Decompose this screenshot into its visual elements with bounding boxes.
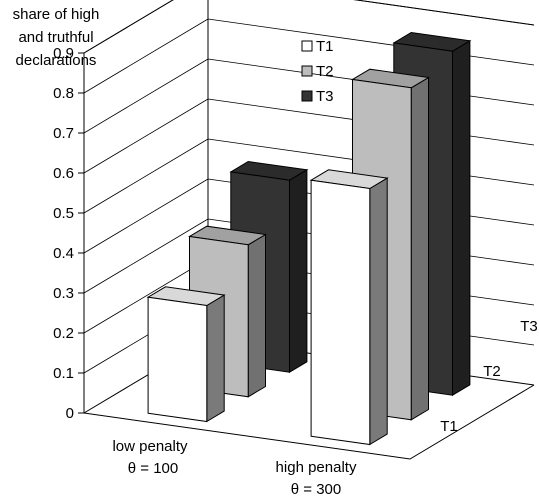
y-axis-label-line-3: declarations bbox=[16, 52, 97, 69]
bar-t2-cat2-side bbox=[410, 76, 429, 421]
gridline-back-wall bbox=[207, 18, 535, 66]
y-tick-label: 0.9 bbox=[53, 45, 74, 62]
y-tick-label: 0.3 bbox=[53, 285, 74, 302]
labels: share of high and truthful declarations … bbox=[13, 6, 538, 498]
y-axis-label-line-2: and truthful bbox=[18, 29, 93, 46]
gridline-left-wall bbox=[83, 58, 209, 134]
bar-t3-cat1-side bbox=[289, 168, 308, 374]
y-tick-label: 0.5 bbox=[53, 205, 74, 222]
y-tick-label: 0.4 bbox=[53, 245, 74, 262]
legend: T1 T2 T3 bbox=[301, 38, 334, 105]
category-label-low-penalty: low penalty bbox=[112, 438, 188, 455]
legend-swatch-t2 bbox=[301, 65, 313, 77]
gridline-left-wall bbox=[83, 98, 209, 174]
gridline-left-wall bbox=[83, 178, 209, 254]
category-label-high-penalty-theta: θ = 300 bbox=[291, 481, 341, 498]
y-tick-label: 0.2 bbox=[53, 325, 74, 342]
bar-t1-cat2-side bbox=[369, 177, 388, 446]
depth-label-t2: T2 bbox=[483, 363, 501, 380]
legend-label-t1: T1 bbox=[316, 38, 334, 55]
bar-t3-cat2-side bbox=[452, 39, 471, 397]
depth-label-t1: T1 bbox=[440, 418, 458, 435]
y-tick-labels: 0 0.1 0.2 0.3 0.4 0.5 0.6 0.7 0.8 0.9 bbox=[53, 45, 84, 422]
gridline-left-wall bbox=[83, 258, 209, 334]
bar-t2-cat1-side bbox=[247, 233, 266, 398]
category-label-high-penalty: high penalty bbox=[276, 459, 357, 476]
y-tick-label: 0 bbox=[66, 405, 74, 422]
legend-label-t2: T2 bbox=[316, 63, 334, 80]
depth-label-t3: T3 bbox=[520, 318, 538, 335]
gridline-back-wall bbox=[353, 0, 535, 26]
gridline-left-wall bbox=[83, 18, 209, 94]
bars bbox=[146, 31, 472, 446]
legend-swatch-t3 bbox=[301, 90, 313, 102]
y-tick-label: 0.7 bbox=[53, 125, 74, 142]
legend-swatch-t1 bbox=[301, 40, 313, 52]
floor-edges bbox=[83, 384, 535, 460]
y-tick-label: 0.6 bbox=[53, 165, 74, 182]
y-tick-label: 0.1 bbox=[53, 365, 74, 382]
category-label-low-penalty-theta: θ = 100 bbox=[128, 460, 178, 477]
y-axis-label-line-1: share of high bbox=[13, 6, 100, 23]
gridline-left-wall bbox=[83, 218, 209, 294]
y-tick-label: 0.8 bbox=[53, 85, 74, 102]
bar-t1-cat2 bbox=[310, 179, 371, 446]
gridline-left-wall bbox=[83, 138, 209, 214]
bar-t1-cat1 bbox=[147, 296, 208, 423]
bar-t1-cat1-side bbox=[206, 294, 225, 423]
legend-label-t3: T3 bbox=[316, 88, 334, 105]
back-wall-top-edge bbox=[353, 0, 535, 26]
gridline-left-wall bbox=[83, 0, 174, 54]
left-wall-top-edge bbox=[83, 0, 174, 54]
